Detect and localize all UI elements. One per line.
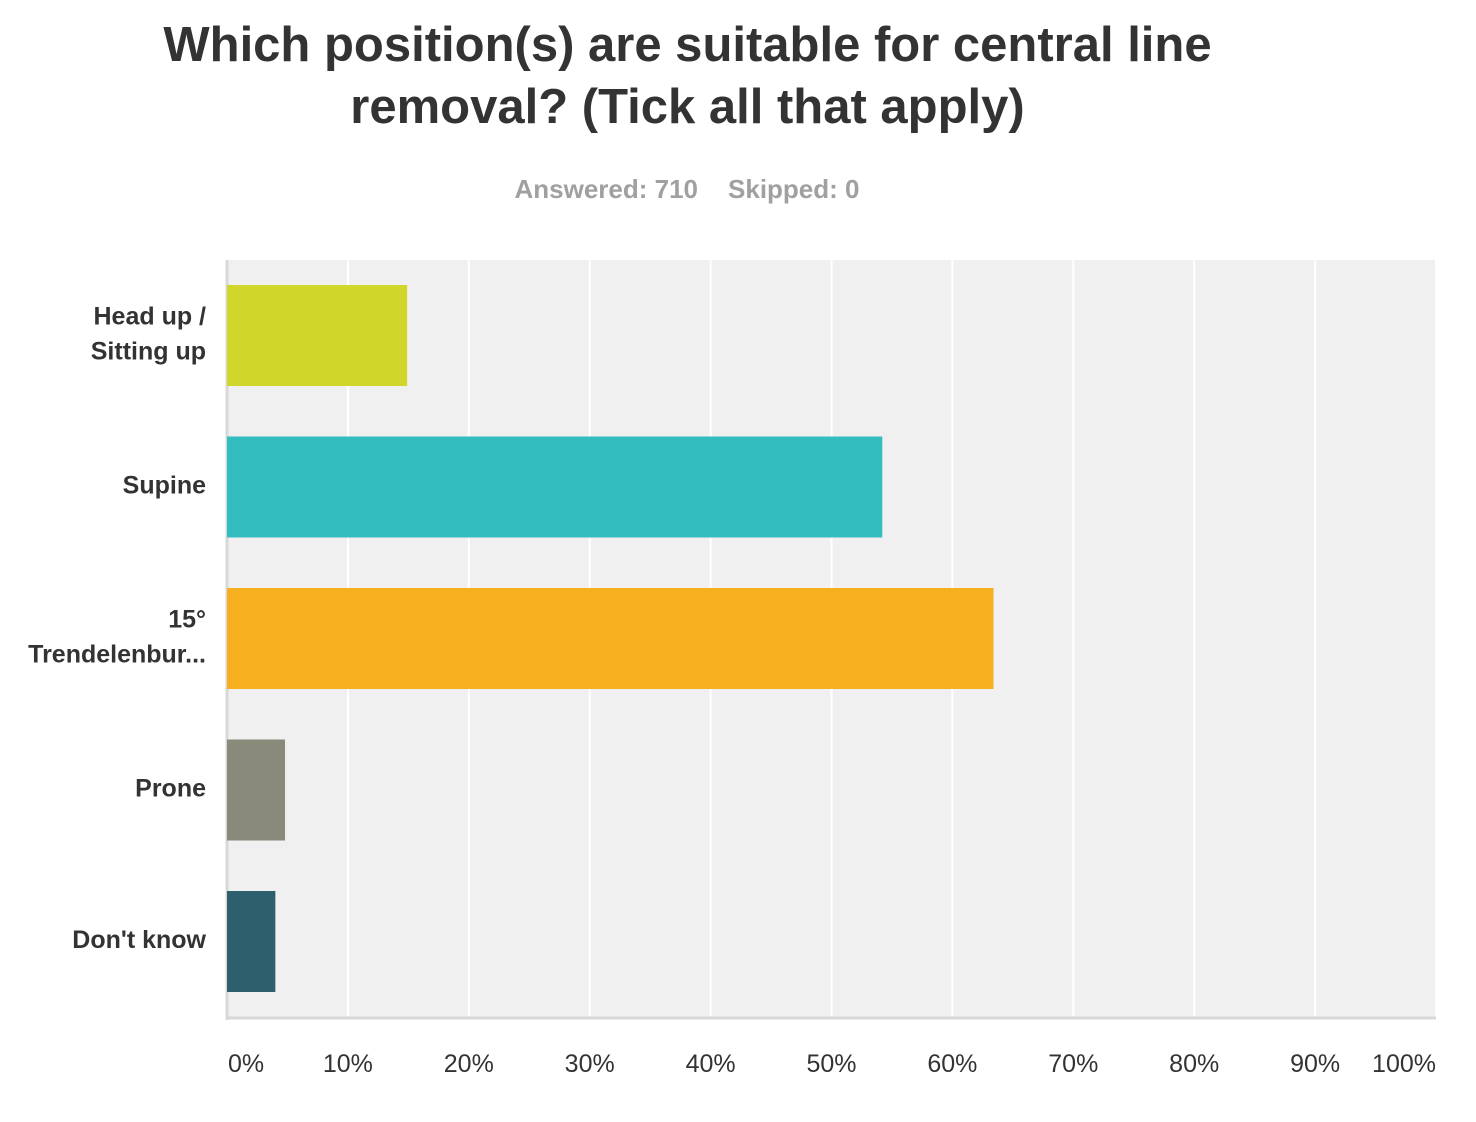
x-tick-label-80: 80% xyxy=(1169,1050,1219,1078)
category-label-0-1: Sitting up xyxy=(91,338,206,366)
x-tick-label-40: 40% xyxy=(686,1050,736,1078)
category-label-2-0: 15° xyxy=(168,606,206,634)
bar-2 xyxy=(227,588,994,689)
category-label-4-0: Don't know xyxy=(72,926,206,954)
x-tick-label-90: 90% xyxy=(1290,1050,1340,1078)
response-summary: Answered: 710 Skipped: 0 xyxy=(0,174,1374,205)
x-tick-label-100: 100% xyxy=(1372,1050,1436,1078)
category-label-1-0: Supine xyxy=(123,472,206,500)
chart-title: Which position(s) are suitable for centr… xyxy=(163,18,1212,134)
x-tick-label-70: 70% xyxy=(1048,1050,1098,1078)
skipped-count: Skipped: 0 xyxy=(728,174,860,204)
bar-3 xyxy=(227,739,286,841)
category-label-2-1: Trendelenbur... xyxy=(28,641,206,669)
x-tick-label-30: 30% xyxy=(565,1050,615,1078)
x-tick-label-10: 10% xyxy=(323,1050,373,1078)
bar-4 xyxy=(227,891,276,992)
x-tick-label-0: 0% xyxy=(228,1050,264,1078)
x-tick-label-60: 60% xyxy=(927,1050,977,1078)
bar-0 xyxy=(227,285,408,386)
category-label-3-0: Prone xyxy=(135,775,206,803)
bar-1 xyxy=(227,436,883,538)
answered-count: Answered: 710 xyxy=(514,174,699,204)
category-label-0-0: Head up / xyxy=(93,303,206,331)
x-tick-label-50: 50% xyxy=(806,1050,856,1078)
x-tick-label-20: 20% xyxy=(444,1050,494,1078)
